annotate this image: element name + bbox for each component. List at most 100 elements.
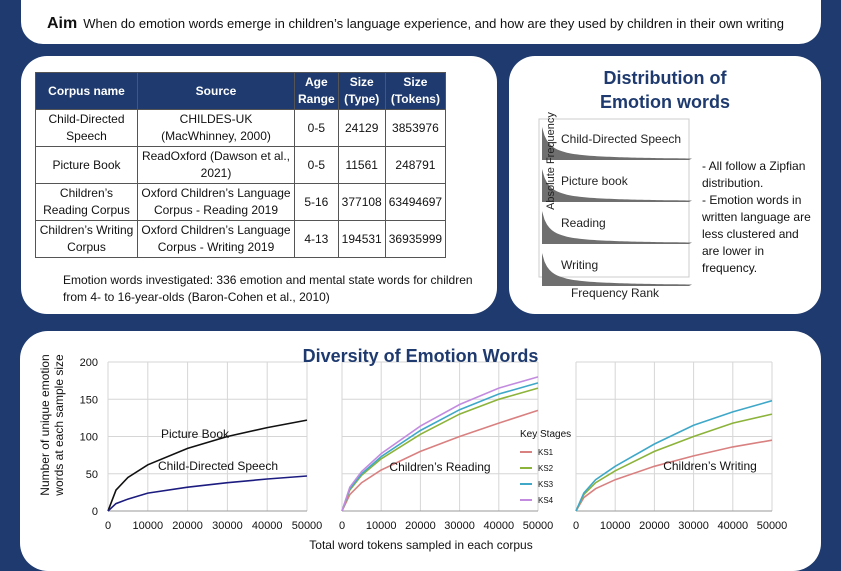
x-tick-label: 40000 [484,520,515,532]
column-header: Size (Type) [337,72,386,110]
column-header: Age Range [294,72,339,110]
corpus-name-cell: Children’s Writing Corpus [35,220,138,258]
legend-label: KS1 [538,448,554,457]
series-line-ks4 [341,376,539,512]
diversity-title: Diversity of Emotion Words [302,346,539,366]
tokens-cell: 248791 [384,146,447,184]
y-tick-label: 100 [80,432,98,444]
series-line-ks3 [575,399,773,512]
x-tick-label: 30000 [444,520,475,532]
distribution-notes: - All follow a Zipfian distribution. - E… [702,158,818,277]
x-tick-label: 0 [573,520,579,532]
corpus-name-cell: Picture Book [35,146,138,184]
chart-annotation: Picture Book [161,427,230,441]
y-tick-label: 0 [92,506,98,518]
distribution-panel: Distribution of Emotion words Absolute F… [509,56,821,314]
types-cell: 11561 [337,146,386,184]
diversity-charts: Number of unique emotion words at each s… [38,354,788,552]
diversity-panel: Number of unique emotion words at each s… [20,331,821,571]
age-cell: 4-13 [294,220,339,258]
source-cell: Oxford Children’s Language Corpus - Writ… [137,220,295,258]
legend-label: KS3 [538,480,554,489]
chart-annotation: Children’s Writing [663,459,757,473]
corpus-table: Corpus name Source Age Range Size (Type)… [35,72,447,258]
diversity-ylabel-line1: Number of unique emotion [38,354,52,495]
distribution-note: - All follow a Zipfian distribution. [702,159,806,190]
types-cell: 377108 [337,183,386,221]
zipf-curve [542,169,692,202]
source-cell: Oxford Children’s Language Corpus - Read… [137,183,295,221]
series-line-ks3 [341,382,539,512]
diversity-chart: 0 10000 20000 30000 40000 50000 Children’s Rea… [339,361,571,532]
distribution-panel-label: Child-Directed Speech [561,132,681,146]
source-cell: ReadOxford (Dawson et al., 2021) [137,146,295,184]
x-tick-label: 10000 [133,520,164,532]
source-cell: CHILDES-UK (MacWhinney, 2000) [137,109,295,147]
x-tick-label: 0 [105,520,111,532]
diversity-chart: 0 10000 20000 30000 40000 50000 0 50 100 150 200 Pi… [80,357,323,532]
diversity-ylabel-line2: words at each sample size [52,354,66,497]
x-tick-label: 50000 [292,520,323,532]
column-header: Source [137,72,295,110]
table-row: Children’s Writing Corpus Oxford Childre… [35,220,447,258]
series-line-ks1 [341,409,539,512]
table-row: Picture Book ReadOxford (Dawson et al., … [35,146,447,184]
series-line-ks1 [575,439,773,512]
distribution-ylabel: Absolute Frequency [545,112,557,210]
distribution-title: Distribution of Emotion words [509,66,821,114]
distribution-xlabel: Frequency Rank [571,286,660,300]
distribution-title-line1: Distribution of [603,68,727,88]
x-tick-label: 10000 [600,520,631,532]
aim-panel: Aim When do emotion words emerge in child… [21,0,821,44]
column-header: Corpus name [35,72,138,110]
table-row: Children’s Reading Corpus Oxford Childre… [35,183,447,221]
tokens-cell: 3853976 [384,109,447,147]
series-line-picture-book [107,419,308,512]
x-tick-label: 10000 [366,520,397,532]
x-tick-label: 30000 [678,520,709,532]
series-line-ks2 [575,413,773,512]
x-tick-label: 50000 [757,520,788,532]
x-tick-label: 40000 [252,520,283,532]
series-line-ks2 [341,387,539,512]
x-tick-label: 50000 [523,520,554,532]
x-tick-label: 40000 [718,520,749,532]
aim-text: Aim When do emotion words emerge in child… [47,15,784,33]
x-tick-label: 0 [339,520,345,532]
distribution-title-line2: Emotion words [600,92,730,112]
zipf-curve [542,127,692,160]
aim-question: When do emotion words emerge in children… [83,16,784,31]
legend-label: KS4 [538,496,554,505]
legend-label: KS2 [538,464,554,473]
distribution-panel-label: Picture book [561,174,629,188]
x-tick-label: 20000 [405,520,436,532]
x-tick-label: 30000 [212,520,243,532]
legend-title: Key Stages [520,429,571,440]
distribution-panel-label: Reading [561,216,606,230]
tokens-cell: 63494697 [384,183,447,221]
y-tick-label: 50 [86,469,98,481]
emotion-words-note: Emotion words investigated: 336 emotion … [63,273,473,304]
types-cell: 24129 [337,109,386,147]
zipf-distribution-figure: Absolute Frequency Frequency Rank Child-… [538,112,692,300]
corpus-name-cell: Child-Directed Speech [35,109,138,147]
types-cell: 194531 [337,220,386,258]
zipf-curves [542,127,692,286]
tokens-cell: 36935999 [384,220,447,258]
diversity-xlabel: Total word tokens sampled in each corpus [309,538,532,552]
corpus-table-panel: Corpus name Source Age Range Size (Type)… [21,56,497,314]
y-tick-label: 150 [80,394,98,406]
distribution-note: - Emotion words in written language are … [702,193,811,275]
column-header: Size (Tokens) [384,72,447,110]
zipf-curve [542,211,692,244]
age-cell: 0-5 [294,109,339,147]
zipf-curve [542,253,692,286]
x-tick-label: 20000 [172,520,203,532]
age-cell: 0-5 [294,146,339,184]
y-tick-label: 200 [80,357,98,369]
charts-layer: 0 10000 20000 30000 40000 50000 0 50 100 150 200 Pi… [80,357,788,532]
chart-annotation: Child-Directed Speech [158,459,278,473]
age-cell: 5-16 [294,183,339,221]
aim-label: Aim [47,15,78,32]
series-line-child-directed-speech [107,475,308,512]
